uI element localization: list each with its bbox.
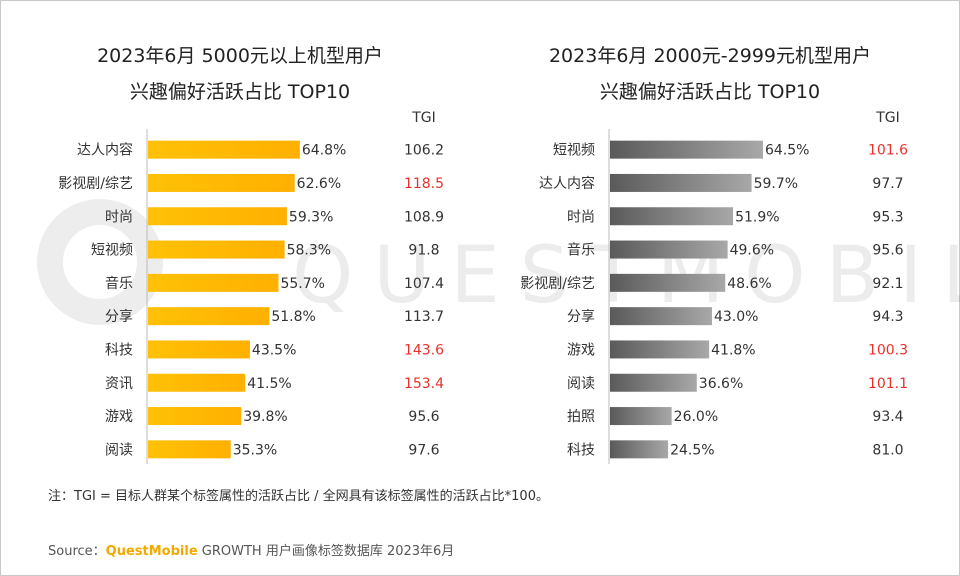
value-label: 55.7% bbox=[280, 276, 324, 292]
bar bbox=[148, 240, 285, 259]
tgi-value: 118.5 bbox=[404, 176, 444, 192]
bar bbox=[610, 373, 697, 392]
tgi-value: 101.1 bbox=[868, 376, 908, 392]
value-label: 64.8% bbox=[302, 143, 346, 159]
value-label: 43.5% bbox=[252, 342, 296, 358]
tgi-value: 143.6 bbox=[404, 342, 444, 358]
left-title-line2: 兴趣偏好活跃占比 TOP10 bbox=[129, 81, 351, 103]
bar bbox=[148, 407, 242, 426]
value-label: 48.6% bbox=[727, 276, 771, 292]
source-line: Source：QuestMobile GROWTH 用户画像标签数据库 2023… bbox=[48, 540, 454, 559]
value-label: 41.8% bbox=[711, 342, 755, 358]
source-label: Source： bbox=[48, 544, 106, 559]
value-label: 26.0% bbox=[674, 409, 718, 425]
left-title-line1: 2023年6月 5000元以上机型用户 bbox=[97, 45, 383, 67]
bar bbox=[148, 273, 279, 292]
bar bbox=[610, 307, 712, 326]
bar bbox=[148, 140, 300, 159]
tgi-value: 113.7 bbox=[404, 309, 444, 325]
tgi-header: TGI bbox=[411, 110, 436, 126]
bar bbox=[610, 273, 726, 292]
bar bbox=[148, 440, 231, 459]
tgi-value: 100.3 bbox=[868, 342, 908, 358]
value-label: 39.8% bbox=[243, 409, 287, 425]
tgi-value: 97.7 bbox=[872, 176, 903, 192]
tgi-value: 95.6 bbox=[872, 243, 903, 259]
tgi-value: 97.6 bbox=[408, 442, 439, 458]
value-label: 59.7% bbox=[754, 176, 798, 192]
category-label: 拍照 bbox=[567, 409, 595, 425]
right-bar-chart: TGI 短视频 64.5% 101.6 达人内容 59.7% 97.7 时尚 51.9% 95.3… bbox=[520, 110, 908, 464]
category-label: 分享 bbox=[105, 308, 133, 325]
bar bbox=[610, 173, 752, 192]
category-label: 游戏 bbox=[567, 342, 595, 358]
value-label: 51.9% bbox=[735, 209, 779, 225]
right-title-line2: 兴趣偏好活跃占比 TOP10 bbox=[599, 81, 821, 103]
value-label: 58.3% bbox=[287, 243, 331, 259]
category-label: 音乐 bbox=[567, 242, 595, 259]
bar bbox=[148, 173, 295, 192]
bar bbox=[148, 373, 246, 392]
tgi-value: 91.8 bbox=[408, 243, 439, 259]
bar bbox=[148, 307, 270, 326]
tgi-value: 81.0 bbox=[872, 442, 903, 458]
source-text: GROWTH 用户画像标签数据库 2023年6月 bbox=[201, 544, 455, 559]
bar bbox=[610, 240, 728, 259]
category-label: 分享 bbox=[567, 308, 595, 325]
bar bbox=[148, 207, 287, 226]
value-label: 24.5% bbox=[670, 442, 714, 458]
tgi-value: 101.6 bbox=[868, 143, 908, 159]
tgi-value: 108.9 bbox=[404, 209, 444, 225]
tgi-header: TGI bbox=[875, 110, 900, 126]
value-label: 36.6% bbox=[699, 376, 743, 392]
source-brand: QuestMobile bbox=[105, 544, 198, 559]
left-bar-chart: TGI 达人内容 64.8% 106.2 影视剧/综艺 62.6% 118.5 时尚 59.3%… bbox=[58, 110, 444, 464]
category-label: 影视剧/综艺 bbox=[58, 176, 133, 192]
value-label: 35.3% bbox=[233, 442, 277, 458]
bar bbox=[610, 440, 669, 459]
tgi-value: 92.1 bbox=[872, 276, 903, 292]
category-label: 阅读 bbox=[105, 441, 133, 458]
category-label: 时尚 bbox=[105, 209, 133, 225]
category-label: 科技 bbox=[567, 442, 595, 458]
category-label: 科技 bbox=[105, 342, 133, 358]
tgi-value: 93.4 bbox=[872, 409, 903, 425]
bar bbox=[610, 340, 710, 359]
category-label: 达人内容 bbox=[539, 175, 595, 192]
value-label: 41.5% bbox=[247, 376, 291, 392]
value-label: 43.0% bbox=[714, 309, 758, 325]
right-title-line1: 2023年6月 2000元-2999元机型用户 bbox=[548, 45, 872, 67]
tgi-value: 153.4 bbox=[404, 376, 444, 392]
value-label: 62.6% bbox=[297, 176, 341, 192]
bar bbox=[148, 340, 250, 359]
value-label: 49.6% bbox=[730, 243, 774, 259]
category-label: 音乐 bbox=[105, 275, 133, 292]
left-chart-title: 2023年6月 5000元以上机型用户 兴趣偏好活跃占比 TOP10 bbox=[30, 38, 450, 110]
value-label: 59.3% bbox=[289, 209, 333, 225]
category-label: 游戏 bbox=[105, 409, 133, 425]
category-label: 达人内容 bbox=[77, 142, 133, 159]
category-label: 短视频 bbox=[91, 243, 133, 259]
category-label: 阅读 bbox=[567, 375, 595, 392]
tgi-value: 106.2 bbox=[404, 143, 444, 159]
category-label: 短视频 bbox=[553, 143, 595, 159]
tgi-value: 95.6 bbox=[408, 409, 439, 425]
tgi-value: 95.3 bbox=[872, 209, 903, 225]
tgi-value: 94.3 bbox=[872, 309, 903, 325]
tgi-value: 107.4 bbox=[404, 276, 444, 292]
bar bbox=[610, 407, 672, 426]
value-label: 64.5% bbox=[765, 143, 809, 159]
bar bbox=[610, 140, 763, 159]
footnote: 注：TGI = 目标人群某个标签属性的活跃占比 / 全网具有该标签属性的活跃占比… bbox=[48, 489, 549, 504]
category-label: 影视剧/综艺 bbox=[520, 276, 595, 292]
right-chart-title: 2023年6月 2000元-2999元机型用户 兴趣偏好活跃占比 TOP10 bbox=[500, 38, 920, 110]
bar bbox=[610, 207, 734, 226]
category-label: 资讯 bbox=[105, 376, 133, 392]
category-label: 时尚 bbox=[567, 209, 595, 225]
value-label: 51.8% bbox=[271, 309, 315, 325]
